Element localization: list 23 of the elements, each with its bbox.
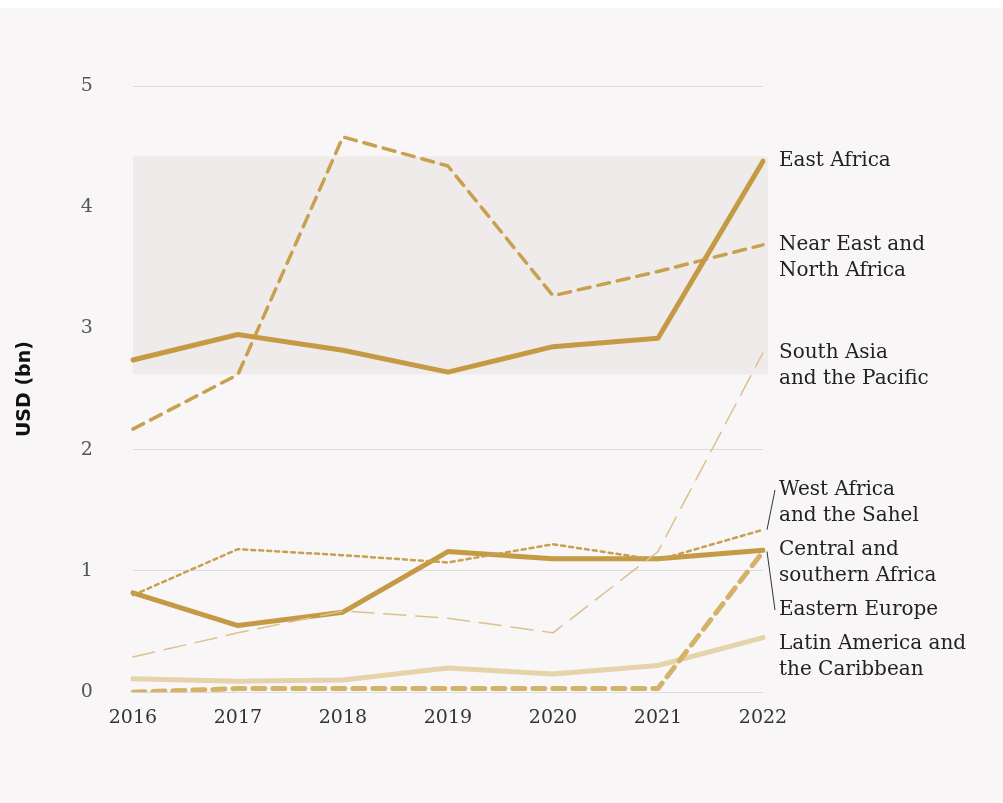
series-label: Near East and North Africa xyxy=(779,231,926,282)
y-axis-title: USD (bn) xyxy=(12,341,35,438)
series-label: Eastern Europe xyxy=(779,596,939,621)
x-tick-label: 2021 xyxy=(633,704,683,727)
x-tick-label: 2016 xyxy=(108,704,158,727)
line-series xyxy=(131,135,765,431)
x-tick-label: 2022 xyxy=(738,704,788,727)
y-tick-label: 5 xyxy=(80,72,93,95)
series-label: Latin America and the Caribbean xyxy=(779,630,967,681)
series-label: East Africa xyxy=(779,147,891,172)
y-tick-label: 4 xyxy=(80,194,93,217)
line-series xyxy=(132,351,764,658)
y-tick-label: 1 xyxy=(80,557,93,580)
x-tick-label: 2019 xyxy=(423,704,473,727)
series-label: South Asia and the Pacific xyxy=(779,338,929,389)
series-label: West Africa and the Sahel xyxy=(779,476,919,527)
y-tick-label: 3 xyxy=(80,315,93,338)
y-tick-label: 2 xyxy=(80,436,93,459)
series-label: Central and southern Africa xyxy=(779,536,937,587)
y-tick-label: 0 xyxy=(80,679,93,702)
x-tick-label: 2018 xyxy=(318,704,368,727)
x-tick-label: 2017 xyxy=(213,704,263,727)
x-tick-label: 2020 xyxy=(528,704,578,727)
